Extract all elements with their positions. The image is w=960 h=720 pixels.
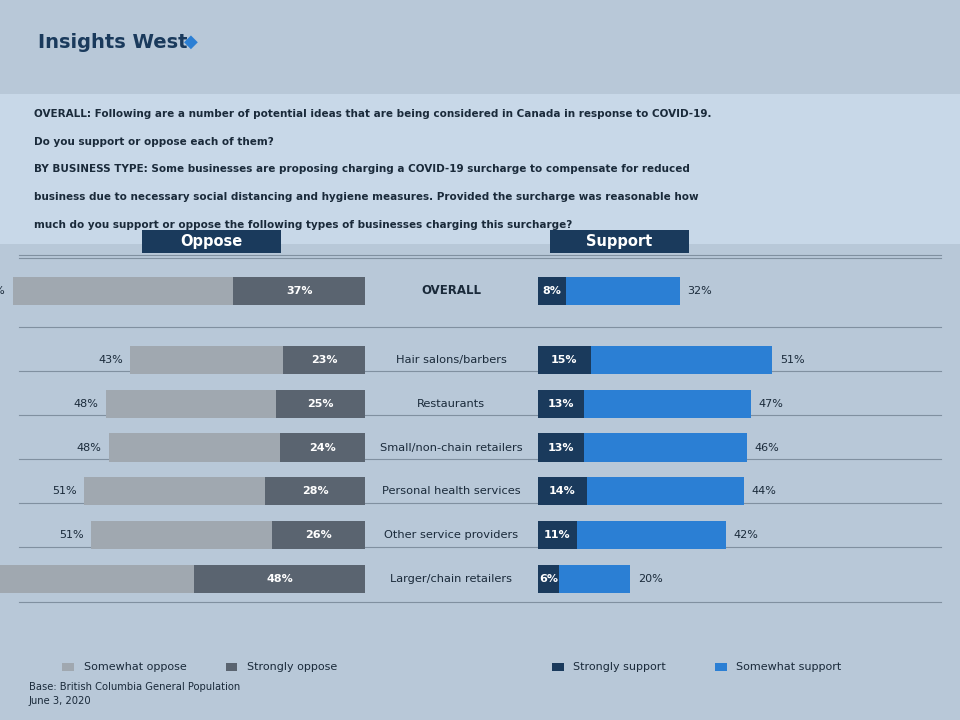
FancyBboxPatch shape xyxy=(91,521,273,549)
Text: 51%: 51% xyxy=(52,487,77,496)
Text: 14%: 14% xyxy=(549,487,576,496)
FancyBboxPatch shape xyxy=(538,390,584,418)
FancyBboxPatch shape xyxy=(109,433,279,462)
Text: 13%: 13% xyxy=(547,443,574,452)
Text: 37%: 37% xyxy=(286,286,312,296)
FancyBboxPatch shape xyxy=(265,477,365,505)
FancyBboxPatch shape xyxy=(233,276,365,305)
Text: Support: Support xyxy=(586,234,653,249)
Text: 26%: 26% xyxy=(305,530,332,540)
Text: Small/non-chain retailers: Small/non-chain retailers xyxy=(380,443,522,452)
Text: 23%: 23% xyxy=(311,355,337,365)
Text: 11%: 11% xyxy=(543,530,570,540)
Text: much do you support or oppose the following types of businesses charging this su: much do you support or oppose the follow… xyxy=(34,220,572,230)
Text: 42%: 42% xyxy=(733,530,758,540)
FancyBboxPatch shape xyxy=(538,346,590,374)
Text: Restaurants: Restaurants xyxy=(418,399,485,409)
Text: 44%: 44% xyxy=(752,487,777,496)
Text: 62%: 62% xyxy=(0,286,6,296)
Text: BY BUSINESS TYPE: Some businesses are proposing charging a COVID-19 surcharge to: BY BUSINESS TYPE: Some businesses are pr… xyxy=(34,164,689,174)
Text: OVERALL: OVERALL xyxy=(421,284,481,297)
FancyBboxPatch shape xyxy=(538,276,566,305)
Text: 8%: 8% xyxy=(542,286,562,296)
Text: 48%: 48% xyxy=(73,399,98,409)
FancyBboxPatch shape xyxy=(142,230,280,253)
FancyBboxPatch shape xyxy=(538,477,588,505)
FancyBboxPatch shape xyxy=(276,390,365,418)
Text: Somewhat oppose: Somewhat oppose xyxy=(84,662,186,672)
Text: 51%: 51% xyxy=(59,530,84,540)
Text: Somewhat support: Somewhat support xyxy=(736,662,842,672)
FancyBboxPatch shape xyxy=(106,390,276,418)
FancyBboxPatch shape xyxy=(538,521,577,549)
FancyBboxPatch shape xyxy=(538,433,584,462)
Text: 20%: 20% xyxy=(637,574,662,584)
FancyBboxPatch shape xyxy=(552,663,564,670)
FancyBboxPatch shape xyxy=(549,230,689,253)
Text: 48%: 48% xyxy=(266,574,293,584)
Text: 51%: 51% xyxy=(780,355,804,365)
FancyBboxPatch shape xyxy=(226,663,237,670)
Text: Personal health services: Personal health services xyxy=(382,487,520,496)
Text: OVERALL: Following are a number of potential ideas that are being considered in : OVERALL: Following are a number of poten… xyxy=(34,109,711,120)
FancyBboxPatch shape xyxy=(84,477,265,505)
FancyBboxPatch shape xyxy=(588,477,744,505)
FancyBboxPatch shape xyxy=(131,346,283,374)
Text: 43%: 43% xyxy=(98,355,123,365)
Text: 47%: 47% xyxy=(758,399,783,409)
FancyBboxPatch shape xyxy=(559,565,630,593)
Text: 32%: 32% xyxy=(687,286,712,296)
Text: Oppose: Oppose xyxy=(180,234,242,249)
FancyBboxPatch shape xyxy=(273,521,365,549)
Text: ◆: ◆ xyxy=(184,33,198,51)
Text: 6%: 6% xyxy=(539,574,558,584)
FancyBboxPatch shape xyxy=(279,433,365,462)
Text: Strongly oppose: Strongly oppose xyxy=(247,662,337,672)
FancyBboxPatch shape xyxy=(194,565,365,593)
FancyBboxPatch shape xyxy=(577,521,726,549)
FancyBboxPatch shape xyxy=(538,565,559,593)
FancyBboxPatch shape xyxy=(566,276,680,305)
Text: 48%: 48% xyxy=(77,443,102,452)
Text: 46%: 46% xyxy=(755,443,780,452)
FancyBboxPatch shape xyxy=(584,433,747,462)
FancyBboxPatch shape xyxy=(0,565,194,593)
Text: Other service providers: Other service providers xyxy=(384,530,518,540)
Text: 24%: 24% xyxy=(309,443,336,452)
FancyBboxPatch shape xyxy=(62,663,74,670)
Text: Larger/chain retailers: Larger/chain retailers xyxy=(390,574,513,584)
Text: Base: British Columbia General Population
June 3, 2020: Base: British Columbia General Populatio… xyxy=(29,683,240,706)
Text: Insights West: Insights West xyxy=(38,32,188,52)
Text: business due to necessary social distancing and hygiene measures. Provided the s: business due to necessary social distanc… xyxy=(34,192,698,202)
FancyBboxPatch shape xyxy=(283,346,365,374)
FancyBboxPatch shape xyxy=(715,663,727,670)
FancyBboxPatch shape xyxy=(0,94,960,244)
FancyBboxPatch shape xyxy=(590,346,772,374)
Text: 15%: 15% xyxy=(551,355,578,365)
Text: 13%: 13% xyxy=(547,399,574,409)
Text: 28%: 28% xyxy=(301,487,328,496)
FancyBboxPatch shape xyxy=(13,276,233,305)
Text: Strongly support: Strongly support xyxy=(573,662,666,672)
Text: Hair salons/barbers: Hair salons/barbers xyxy=(396,355,507,365)
Text: Do you support or oppose each of them?: Do you support or oppose each of them? xyxy=(34,137,274,147)
Text: 25%: 25% xyxy=(307,399,334,409)
FancyBboxPatch shape xyxy=(584,390,751,418)
